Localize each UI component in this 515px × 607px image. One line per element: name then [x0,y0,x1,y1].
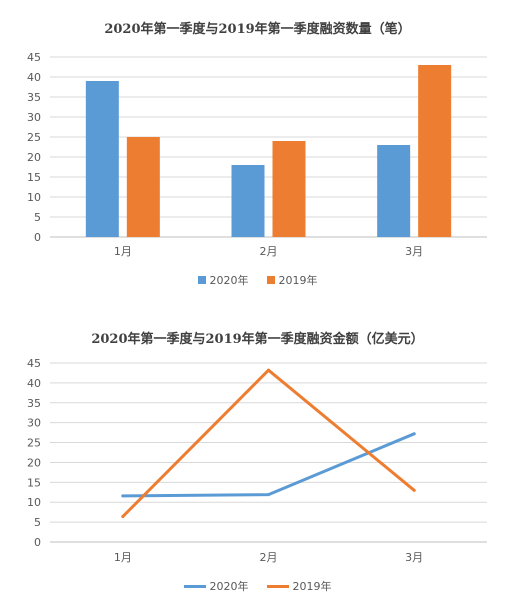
y-tick-label: 40 [27,377,41,390]
y-tick-label: 45 [27,357,41,370]
chart-title: 2020年第一季度与2019年第一季度融资金额（亿美元） [91,332,424,347]
y-tick-label: 10 [27,191,41,204]
x-tick-label: 2月 [260,245,278,258]
chart-title: 2020年第一季度与2019年第一季度融资数量（笔） [104,22,411,37]
point-2020-3 [412,432,416,436]
plot-area: 0 5 10 15 20 25 30 35 40 45 1月 2月 3月 [27,357,487,564]
bar-2020-2 [231,165,265,237]
y-tick-label: 35 [27,91,41,104]
x-tick-label: 1月 [114,551,132,564]
plot-area: 0 5 10 15 20 25 30 35 40 45 1月 2月 3月 [27,51,487,258]
y-tick-label: 25 [27,131,41,144]
legend-swatch-2019 [266,584,289,588]
y-tick-label: 15 [27,171,41,184]
y-tick-label: 5 [34,211,41,224]
point-2019-1 [121,515,125,519]
legend-item-2020: 2020年 [183,578,249,594]
y-tick-label: 45 [27,51,41,64]
legend-label-2019: 2019年 [292,580,332,593]
legend-item-2020: 2020年 [197,272,249,288]
y-tick-label: 0 [34,231,41,244]
bar-2020-3 [377,145,411,237]
legend-label-2019: 2019年 [278,274,318,287]
x-tick-label: 3月 [405,245,423,258]
legend-swatch-2020 [183,584,206,588]
y-tick-label: 15 [27,476,41,489]
legend-label-2020: 2020年 [209,580,249,593]
y-tick-label: 30 [27,417,41,430]
y-tick-label: 10 [27,496,41,509]
y-tick-label: 35 [27,397,41,410]
point-2020-2 [267,493,270,497]
y-tick-label: 5 [34,516,41,529]
bar-2019-3 [418,65,452,237]
y-tick-label: 30 [27,111,41,124]
point-2020-1 [121,494,125,498]
legend-item-2019: 2019年 [266,272,318,288]
bar-chart-deal-count: 2020年第一季度与2019年第一季度融资数量（笔） 0 5 10 15 20 25 30 3… [0,0,515,300]
y-tick-label: 20 [27,151,41,164]
y-tick-label: 40 [27,71,41,84]
bar-2020-1 [85,81,119,237]
legend-item-2019: 2019年 [266,578,332,594]
x-tick-label: 1月 [114,245,132,258]
bar-2019-1 [126,137,160,237]
legend-swatch-2019 [266,276,275,284]
y-tick-label: 25 [27,437,41,450]
line-series-2020 [121,432,416,498]
x-tick-label: 2月 [260,551,278,564]
point-2019-2 [267,368,270,372]
x-tick-label: 3月 [405,551,423,564]
point-2019-3 [412,488,416,492]
legend-label-2020: 2020年 [209,274,249,287]
legend: 2020年 2019年 [0,272,515,288]
y-tick-label: 20 [27,456,41,469]
line-chart-funding-amount: 2020年第一季度与2019年第一季度融资金额（亿美元） 0 5 10 15 20 25 3… [0,308,515,607]
bar-2019-2 [272,141,306,237]
legend-swatch-2020 [197,276,206,284]
y-tick-label: 0 [34,536,41,549]
legend: 2020年 2019年 [0,578,515,594]
